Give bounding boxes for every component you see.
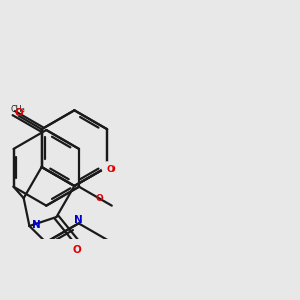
Text: N: N	[74, 215, 83, 225]
Text: O: O	[107, 165, 115, 174]
Text: O: O	[15, 108, 24, 118]
Text: N: N	[32, 220, 41, 230]
Text: CH₃: CH₃	[11, 105, 25, 114]
Text: O: O	[107, 165, 115, 174]
Text: O: O	[95, 194, 103, 203]
Text: O: O	[72, 245, 81, 256]
